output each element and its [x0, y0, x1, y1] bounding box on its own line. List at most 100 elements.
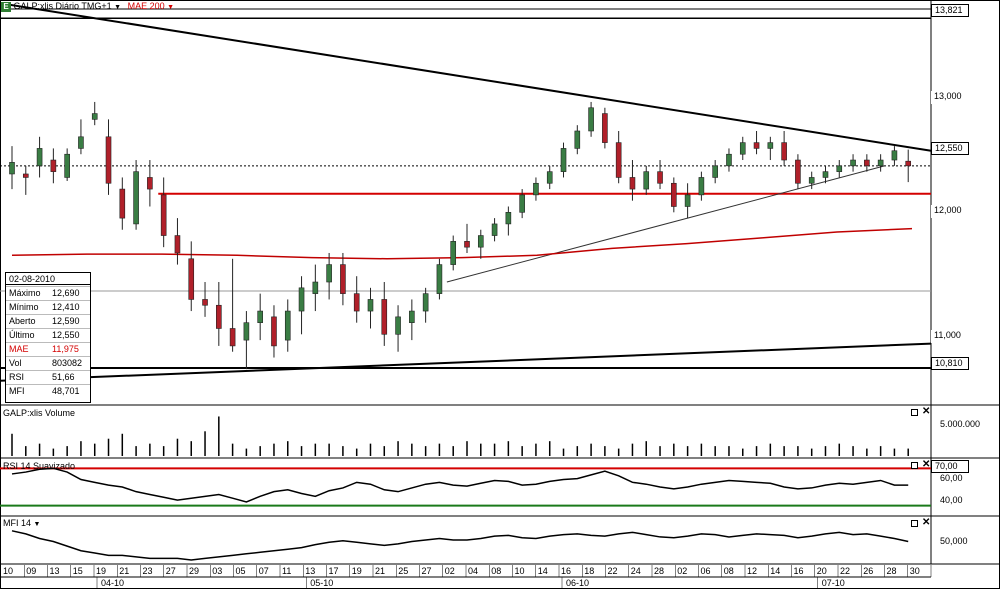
volume-bar — [673, 443, 675, 456]
candle-body — [850, 159, 856, 167]
x-tick-label: 22 — [840, 566, 850, 576]
chart-icon: E — [1, 2, 11, 12]
candle-body — [739, 142, 746, 155]
volume-bar — [190, 441, 192, 456]
x-tick-label: 25 — [398, 566, 408, 576]
info-row-minimo: Mínimo 12,410 — [6, 300, 90, 313]
volume-bar — [300, 446, 303, 456]
candle-body — [271, 316, 277, 347]
title-dropdown-icon[interactable]: ▼ — [114, 4, 122, 11]
ma-label[interactable]: MAE 200 — [127, 1, 165, 11]
info-row-aberto: Aberto 12,590 — [6, 314, 90, 327]
volume-bar — [162, 446, 165, 456]
volume-bar — [424, 446, 427, 456]
candle-body — [284, 310, 291, 341]
x-tick-label: 07 — [259, 566, 269, 576]
x-tick-label: 02 — [445, 566, 455, 576]
candle-body — [684, 194, 691, 207]
mfi-maximize-button[interactable] — [911, 520, 918, 527]
volume-bar — [810, 448, 813, 456]
rsi-tick-70: 70,00 — [931, 460, 969, 473]
candle-body — [464, 241, 470, 248]
volume-bar — [576, 446, 579, 456]
x-tick-label: 27 — [166, 566, 176, 576]
uptrend-support-lower — [0, 342, 932, 382]
x-tick-label: 22 — [608, 566, 618, 576]
rsi-tick-40: 40,00 — [940, 495, 963, 505]
volume-axis-tick: 5.000.000 — [940, 419, 981, 429]
x-tick-label: 20 — [817, 566, 827, 576]
volume-maximize-button[interactable] — [911, 409, 918, 416]
mfi-line — [11, 530, 909, 561]
info-value: 51,66 — [52, 372, 75, 382]
x-tick-label: 17 — [329, 566, 339, 576]
ma-200-line — [11, 227, 913, 260]
candle-body — [574, 130, 581, 149]
volume-bar — [273, 443, 275, 456]
candle-body — [533, 182, 539, 196]
x-tick-label: 29 — [189, 566, 199, 576]
volume-bar — [879, 446, 882, 456]
volume-bar — [93, 443, 96, 456]
mfi-title-text: MFI 14 — [3, 518, 32, 528]
volume-pane-title: GALP:xlis Volume — [3, 408, 76, 418]
volume-bar — [342, 446, 344, 456]
info-value: 12,690 — [52, 288, 80, 298]
volume-close-button[interactable]: ✕ — [922, 406, 931, 417]
candle-body — [353, 293, 360, 312]
candle-body — [905, 160, 912, 167]
candle-body — [615, 142, 622, 178]
candle-body — [505, 212, 512, 225]
volume-bar — [631, 443, 634, 456]
info-row-rsi: RSI 51,66 — [6, 370, 90, 383]
volume-bar — [245, 448, 248, 456]
volume-bar — [231, 443, 234, 456]
x-tick-label: 19 — [352, 566, 362, 576]
mfi-dropdown-icon[interactable]: ▼ — [33, 521, 41, 528]
candle-body — [340, 264, 346, 294]
candle-body — [326, 264, 332, 283]
volume-bar — [480, 443, 482, 456]
candle-body — [795, 159, 801, 184]
x-tick-label: 08 — [724, 566, 734, 576]
candle-body — [767, 142, 774, 149]
rsi-maximize-button[interactable] — [911, 462, 918, 469]
rsi-close-button[interactable]: ✕ — [922, 459, 931, 470]
volume-bar — [38, 443, 41, 456]
thin-uptrend — [446, 165, 885, 283]
x-tick-label: 15 — [73, 566, 83, 576]
volume-bar — [328, 443, 330, 456]
volume-bar — [452, 446, 454, 456]
x-tick-label: 11 — [282, 566, 291, 576]
x-tick-label: 28 — [887, 566, 897, 576]
volume-bar — [728, 446, 730, 456]
info-row-vol: Vol 803082 — [6, 356, 90, 369]
mfi-close-button[interactable]: ✕ — [922, 517, 931, 528]
volume-bar — [824, 446, 827, 456]
volume-bar — [176, 438, 179, 456]
volume-bar — [149, 443, 151, 456]
x-tick-label: 14 — [770, 566, 780, 576]
candle-body — [726, 153, 732, 167]
candle-body — [91, 113, 98, 120]
info-value: 803082 — [52, 358, 83, 368]
volume-bar — [659, 446, 661, 456]
volume-bar — [838, 443, 841, 456]
volume-bar — [535, 443, 537, 456]
x-tick-label: 16 — [794, 566, 804, 576]
volume-bar — [218, 416, 220, 456]
candle-body — [698, 177, 705, 196]
x-tick-label: 14 — [538, 566, 548, 576]
candle-body — [422, 293, 429, 312]
volume-bar — [797, 446, 799, 456]
candle-body — [588, 107, 594, 132]
volume-bar — [769, 443, 772, 456]
ma-dropdown-icon[interactable]: ▼ — [167, 4, 175, 11]
x-tick-label: 21 — [119, 566, 129, 576]
candle-body — [477, 235, 484, 248]
candle-body — [50, 159, 57, 172]
candle-body — [891, 150, 898, 161]
info-label: Último — [9, 330, 35, 340]
